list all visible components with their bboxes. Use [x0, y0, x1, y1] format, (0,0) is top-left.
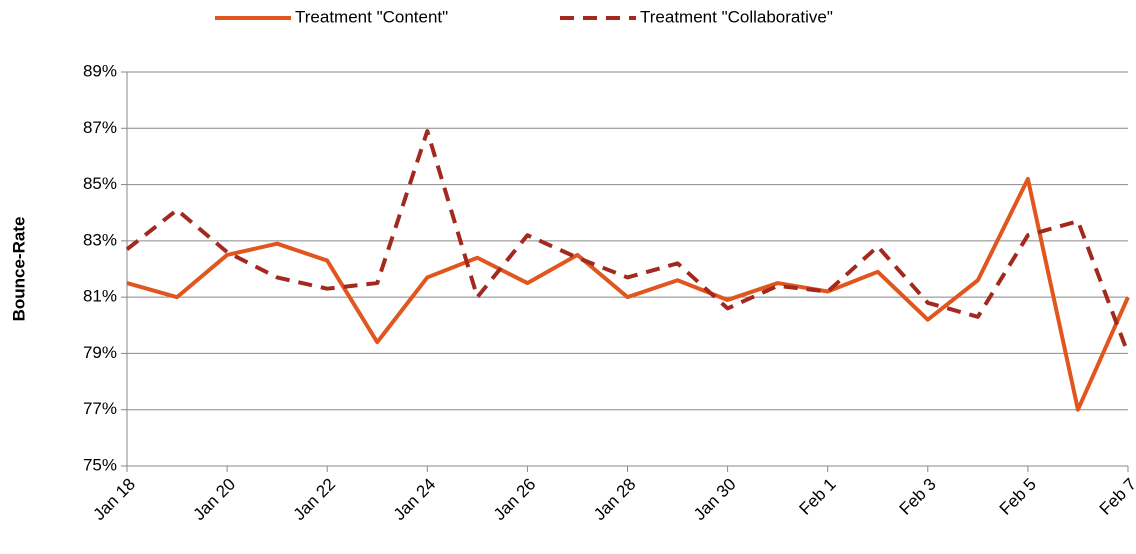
x-tick-label: Jan 30: [690, 475, 740, 525]
x-tick-label: Feb 3: [896, 475, 940, 519]
x-tick-label: Jan 18: [89, 475, 139, 525]
y-axis-label: Bounce-Rate: [9, 217, 28, 322]
x-tick-label: Jan 22: [290, 475, 340, 525]
y-tick-label: 75%: [83, 455, 117, 474]
y-tick-label: 83%: [83, 230, 117, 249]
y-tick-label: 89%: [83, 61, 117, 80]
x-tick-label: Jan 26: [490, 475, 540, 525]
series-line: [126, 176, 1130, 412]
legend-label: Treatment "Content": [295, 7, 448, 26]
y-tick-label: 81%: [83, 287, 117, 306]
x-tick-label: Jan 24: [390, 475, 440, 525]
y-tick-label: 77%: [83, 399, 117, 418]
x-tick-label: Jan 20: [190, 475, 240, 525]
x-tick-label: Feb 7: [1096, 475, 1136, 519]
y-tick-label: 87%: [83, 118, 117, 137]
y-tick-label: 85%: [83, 174, 117, 193]
x-tick-label: Feb 1: [796, 475, 840, 519]
y-tick-label: 79%: [83, 343, 117, 362]
series-line: [125, 129, 1130, 355]
x-tick-label: Feb 5: [996, 475, 1040, 519]
legend-label: Treatment "Collaborative": [640, 7, 833, 26]
x-tick-label: Jan 28: [590, 475, 640, 525]
